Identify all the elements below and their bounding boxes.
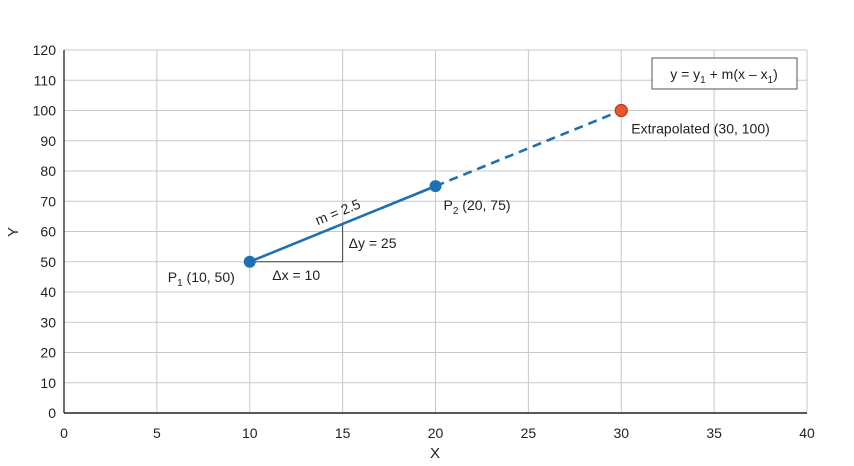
series-lines — [249, 109, 622, 263]
segment-line — [249, 184, 436, 263]
y-tick-label: 90 — [40, 133, 56, 149]
x-tick-label: 10 — [242, 425, 258, 441]
y-tick-label: 100 — [33, 103, 57, 119]
y-tick-label: 20 — [40, 345, 56, 361]
y-tick-label: 110 — [34, 72, 57, 88]
extrapolated-label: Extrapolated (30, 100) — [631, 121, 770, 137]
x-tick-label: 15 — [335, 425, 351, 441]
formula-legend-box: y = y1 + m(x – x1) — [651, 57, 798, 90]
p1-label: P1 (10, 50) — [168, 269, 235, 289]
x-tick-label: 5 — [153, 425, 161, 441]
axes — [63, 50, 807, 414]
y-tick-label: 0 — [48, 405, 56, 421]
y-tick-label: 30 — [40, 314, 56, 330]
p2-label: P2 (20, 75) — [444, 197, 511, 217]
p1-marker — [243, 255, 256, 268]
slope-annotation: m = 2.5 — [313, 196, 363, 229]
y-tick-label: 80 — [40, 163, 56, 179]
y-tick-label: 40 — [40, 284, 56, 300]
run-rise-lines — [249, 223, 344, 263]
y-tick-label: 10 — [40, 375, 56, 391]
delta-x-annotation: Δx = 10 — [272, 267, 320, 283]
y-tick-label: 60 — [40, 224, 56, 240]
grid-lines — [64, 49, 808, 413]
y-tick-label: 70 — [40, 193, 56, 209]
y-axis-label: Y — [5, 227, 22, 237]
y-tick-labels: 0 10 20 30 40 50 60 70 80 90 100 110 120 — [33, 42, 57, 421]
delta-y-annotation: Δy = 25 — [349, 235, 397, 251]
extrapolated-point-marker — [614, 103, 628, 118]
x-tick-label: 35 — [706, 425, 722, 441]
x-tick-label: 40 — [799, 425, 815, 441]
point-slope-formula: y = y1 + m(x – x1) — [670, 66, 778, 86]
x-tick-label: 20 — [428, 425, 444, 441]
extrapolation-line — [435, 109, 622, 188]
p2-marker — [429, 180, 442, 193]
x-tick-label: 0 — [60, 425, 68, 441]
data-points — [243, 103, 628, 268]
x-axis-label: X — [430, 445, 440, 462]
x-tick-label: 25 — [521, 425, 537, 441]
slope-triangle — [249, 223, 344, 263]
y-tick-label: 120 — [33, 42, 57, 58]
point-labels: P1 (10, 50) P2 (20, 75) Extrapolated (30, … — [168, 121, 770, 289]
x-tick-label: 30 — [613, 425, 629, 441]
y-tick-label: 50 — [40, 254, 56, 270]
x-tick-labels: 0 5 10 15 20 25 30 35 40 — [60, 425, 815, 441]
